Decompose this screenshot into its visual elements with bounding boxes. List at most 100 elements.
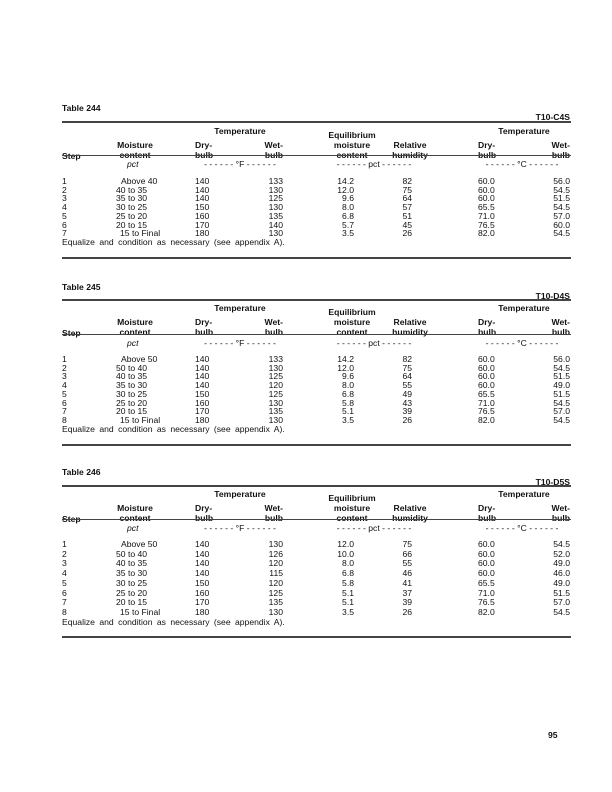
cell-step: 8 (62, 414, 67, 425)
header-emc: Equilibrium (328, 493, 376, 503)
cell-emc: 3.5 (342, 414, 354, 425)
cell-wet-bulb-c: 54.5 (553, 202, 570, 213)
cell-wet-bulb-f: 120 (268, 577, 283, 588)
header-dry-bulb: Dry- (195, 140, 213, 150)
cell-wet-bulb-c: 56.0 (553, 354, 570, 364)
cell-dry-bulb-f: 140 (195, 548, 210, 559)
cell-wet-bulb-f: 125 (268, 587, 283, 598)
cell-relative-humidity: 37 (402, 587, 412, 598)
cell-wet-bulb-f: 120 (268, 380, 283, 391)
cell-wet-bulb-f: 135 (268, 210, 283, 221)
cell-emc: 10.0 (337, 548, 354, 559)
cell-dry-bulb-f: 140 (195, 558, 210, 569)
bottom-rule (62, 257, 571, 259)
unit-pct: pct (127, 159, 139, 169)
cell-wet-bulb-c: 54.5 (553, 397, 570, 408)
bottom-rule (62, 636, 571, 638)
header-wet-bulb: bulb (264, 327, 283, 337)
cell-dry-bulb-f: 150 (195, 202, 210, 213)
cell-wet-bulb-f: 126 (268, 548, 283, 559)
cell-moisture-content: 35 to 30 (116, 380, 148, 391)
cell-dry-bulb-c: 60.0 (478, 371, 495, 382)
cell-moisture-content: 30 to 25 (116, 388, 148, 399)
cell-step: 3 (62, 371, 67, 382)
cell-relative-humidity: 82 (402, 176, 412, 186)
cell-dry-bulb-c: 76.5 (478, 597, 495, 608)
header-step: Step (62, 151, 81, 161)
cell-emc: 12.0 (337, 539, 354, 549)
cell-dry-bulb-f: 140 (195, 371, 210, 382)
cell-wet-bulb-c: 51.5 (553, 193, 570, 204)
cell-relative-humidity: 45 (402, 219, 412, 230)
cell-step: 7 (62, 597, 67, 608)
cell-emc: 8.0 (342, 558, 354, 569)
cell-dry-bulb-c: 60.0 (478, 380, 495, 391)
cell-dry-bulb-c: 60.0 (478, 558, 495, 569)
cell-wet-bulb-c: 54.5 (553, 606, 570, 617)
cell-wet-bulb-c: 54.5 (553, 362, 570, 373)
cell-moisture-content: Above 50 (121, 354, 158, 364)
unit-fahrenheit: - - - - - - °F - - - - - - (204, 338, 276, 348)
header-dry-bulb: Dry- (478, 503, 496, 513)
cell-emc: 5.8 (342, 577, 354, 588)
cell-moisture-content: Above 50 (121, 539, 158, 549)
cell-relative-humidity: 66 (402, 548, 412, 559)
cell-wet-bulb-c: 54.5 (553, 228, 570, 239)
cell-step: 5 (62, 210, 67, 221)
cell-relative-humidity: 41 (402, 577, 412, 588)
cell-dry-bulb-c: 65.5 (478, 388, 495, 399)
cell-moisture-content: Above 40 (121, 176, 158, 186)
cell-step: 6 (62, 587, 67, 598)
cell-step: 5 (62, 388, 67, 399)
cell-wet-bulb-f: 130 (268, 228, 283, 239)
cell-wet-bulb-c: 51.5 (553, 587, 570, 598)
cell-wet-bulb-f: 130 (268, 539, 283, 549)
cell-step: 4 (62, 202, 67, 213)
cell-wet-bulb-f: 125 (268, 193, 283, 204)
cell-wet-bulb-c: 60.0 (553, 219, 570, 230)
cell-step: 2 (62, 548, 67, 559)
cell-moisture-content: 25 to 20 (116, 587, 148, 598)
header-rule (62, 334, 571, 335)
unit-pct-range: - - - - - - pct - - - - - - (336, 338, 412, 348)
cell-wet-bulb-c: 54.5 (553, 414, 570, 425)
schedule-code: T10-C4S (535, 112, 570, 122)
cell-moisture-content: 25 to 20 (116, 210, 148, 221)
cell-dry-bulb-f: 180 (195, 414, 210, 425)
cell-wet-bulb-f: 130 (268, 184, 283, 195)
cell-relative-humidity: 57 (402, 202, 412, 213)
cell-relative-humidity: 75 (402, 539, 412, 549)
cell-emc: 6.8 (342, 568, 354, 579)
cell-emc: 8.0 (342, 380, 354, 391)
header-rh: Relative (393, 140, 427, 150)
cell-dry-bulb-c: 71.0 (478, 397, 495, 408)
page-number: 95 (548, 730, 558, 740)
header-temperature-f: Temperature (214, 126, 266, 136)
cell-emc: 5.1 (342, 406, 354, 417)
cell-step: 2 (62, 362, 67, 373)
unit-pct: pct (127, 338, 139, 348)
cell-dry-bulb-c: 60.0 (478, 568, 495, 579)
header-emc: moisture (333, 317, 371, 327)
cell-wet-bulb-f: 135 (268, 597, 283, 608)
cell-dry-bulb-f: 140 (195, 184, 210, 195)
header-rh: Relative (393, 317, 427, 327)
cell-emc: 6.8 (342, 388, 354, 399)
schedule-code: T10-D5S (535, 477, 570, 487)
cell-emc: 14.2 (337, 176, 354, 186)
cell-step: 1 (62, 354, 67, 364)
header-temperature-c: Temperature (498, 489, 550, 499)
unit-celsius: - - - - - - °C - - - - - - (485, 159, 559, 169)
table-note: Equalize and condition as necessary (see… (62, 616, 285, 627)
cell-dry-bulb-f: 160 (195, 587, 210, 598)
cell-dry-bulb-c: 82.0 (478, 606, 495, 617)
cell-wet-bulb-c: 51.5 (553, 371, 570, 382)
cell-wet-bulb-c: 52.0 (553, 548, 570, 559)
top-rule (62, 299, 571, 301)
cell-relative-humidity: 46 (402, 568, 412, 579)
cell-step: 1 (62, 176, 67, 186)
cell-dry-bulb-c: 60.0 (478, 354, 495, 364)
cell-dry-bulb-c: 60.0 (478, 184, 495, 195)
cell-dry-bulb-c: 60.0 (478, 548, 495, 559)
cell-step: 5 (62, 577, 67, 588)
